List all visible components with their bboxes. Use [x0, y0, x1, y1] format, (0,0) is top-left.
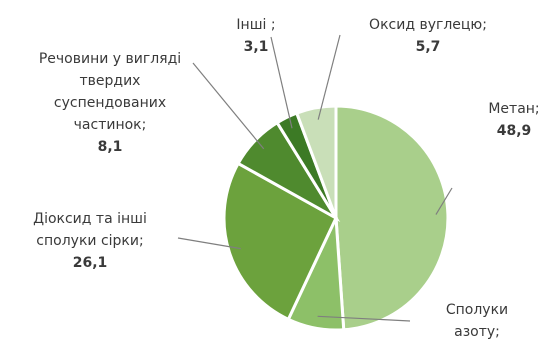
leader-line: [192, 62, 265, 150]
slice-label-text: Сполуки: [446, 302, 508, 318]
slice-label-text: сполуки сірки;: [36, 233, 143, 249]
slice-label-6: Оксид вуглецю; 5,7: [369, 17, 487, 55]
slice-label-5: Інші ; 3,1: [236, 17, 275, 55]
slice-value-label: 3,1: [244, 39, 269, 55]
slice-label-text: суспендованих: [54, 95, 166, 111]
leader-line: [317, 315, 411, 322]
slice-value-label: 8,1: [98, 139, 123, 155]
slice-label-4: Речовини у вигляді твердих суспендованих ча…: [39, 51, 181, 155]
slice-value-label: 5,7: [416, 39, 441, 55]
leader-line: [317, 34, 341, 120]
leader-line: [177, 237, 241, 250]
slice-value-label: 48,9: [497, 123, 532, 139]
pie-slice: [334, 104, 450, 332]
slice-labels: Метан; 48,9 Сполуки азоту; 8,1 Діоксид та інш…: [33, 17, 540, 347]
pie-slices: [222, 104, 450, 332]
slice-label-text: Речовини у вигляді: [39, 51, 181, 67]
slice-label-3: Діоксид та інші сполуки сірки; 26,1: [33, 211, 147, 271]
slice-label-text: Метан;: [488, 101, 539, 117]
slice-label-text: частинок;: [74, 117, 147, 133]
slice-label-1: Метан; 48,9: [488, 101, 539, 139]
slice-label-text: Діоксид та інші: [33, 211, 147, 227]
leader-lines: [177, 34, 453, 322]
slice-label-text: твердих: [80, 73, 141, 89]
slice-value-label: 26,1: [73, 255, 108, 271]
slice-label-text: Інші ;: [236, 17, 275, 33]
leader-line: [435, 187, 453, 215]
leader-line: [270, 36, 293, 129]
slice-label-text: азоту;: [454, 324, 500, 340]
pie-slice: [294, 104, 338, 219]
slice-label-text: Оксид вуглецю;: [369, 17, 487, 33]
